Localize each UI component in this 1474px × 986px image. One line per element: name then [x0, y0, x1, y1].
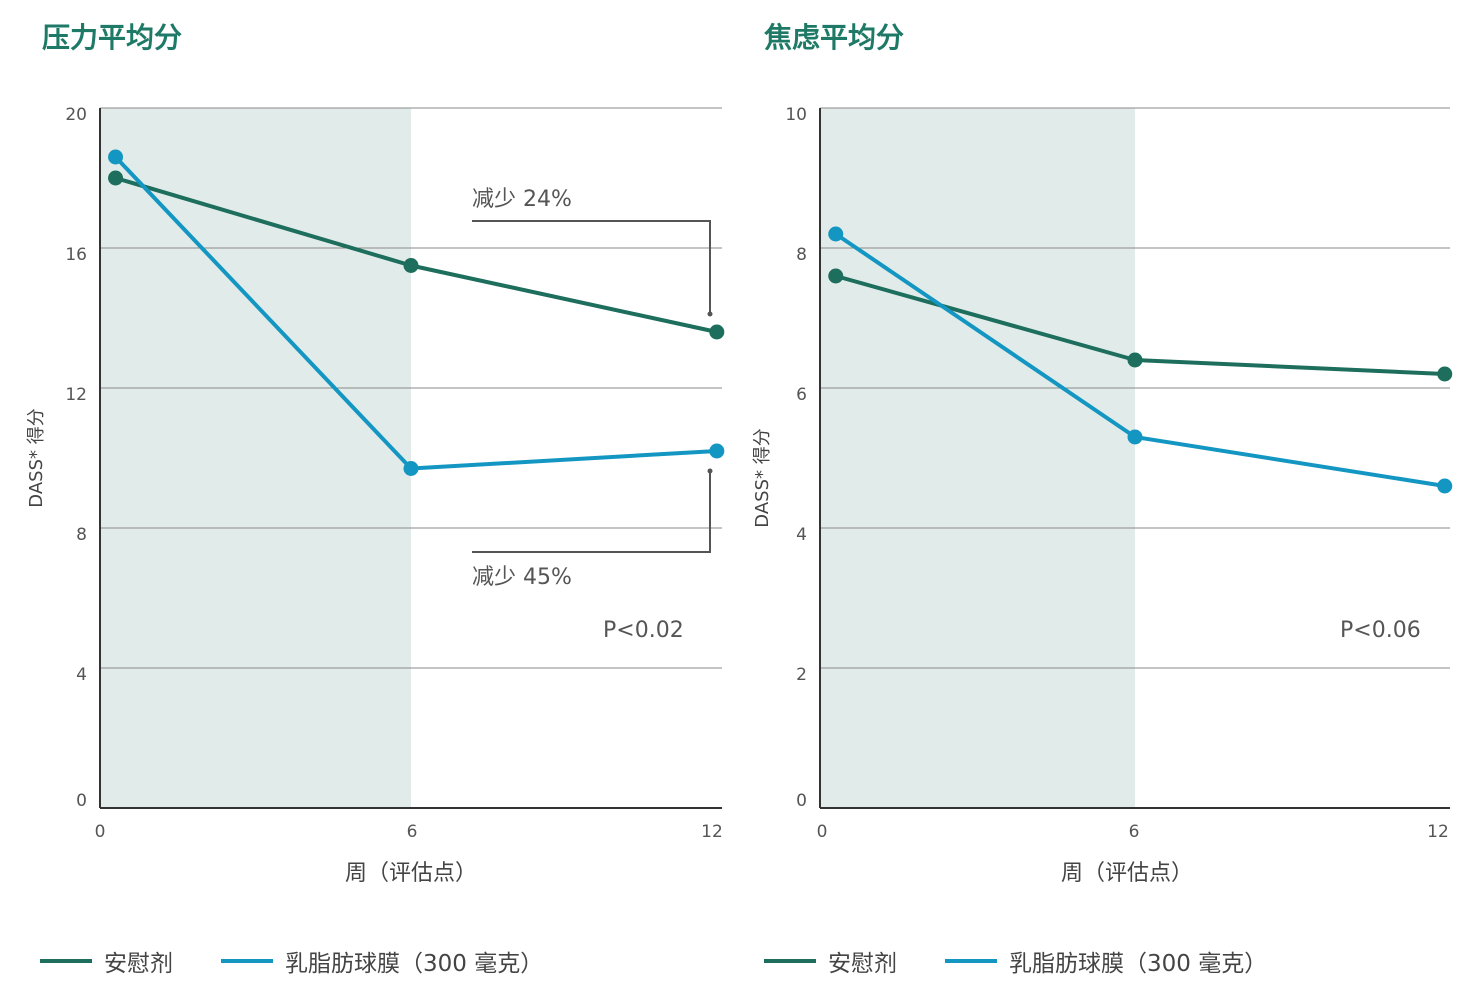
stress-bracket-end-dot — [707, 311, 713, 317]
anxiety-y-tick-label: 2 — [796, 665, 807, 685]
stress-y-tick-label: 16 — [65, 245, 87, 265]
legend-swatch-mfgm — [945, 959, 997, 963]
stress-x-tick-label: 12 — [701, 822, 723, 842]
stress-point-mfgm — [108, 149, 124, 165]
stress-point-mfgm — [403, 461, 419, 476]
legend-swatch-placebo — [764, 959, 816, 963]
anxiety-point-mfgm — [828, 226, 844, 242]
stress-p-value: P<0.02 — [603, 618, 684, 643]
stress-bracket-end-dot — [707, 468, 713, 474]
stress-x-axis-title: 周（评估点） — [345, 861, 477, 886]
anxiety-y-tick-label: 4 — [796, 525, 807, 545]
anxiety-legend: 安慰剂 乳脂肪球膜（300 毫克） — [764, 944, 1315, 978]
anxiety-x-axis-title: 周（评估点） — [1061, 861, 1193, 886]
legend-label-mfgm: 乳脂肪球膜（300 毫克） — [1009, 951, 1268, 977]
anxiety-point-placebo — [828, 268, 844, 284]
anxiety-point-mfgm — [1437, 478, 1453, 494]
stress-point-mfgm — [709, 443, 725, 459]
legend-swatch-mfgm — [221, 959, 273, 963]
anxiety-x-tick-label: 6 — [1129, 822, 1140, 842]
stress-point-placebo — [709, 324, 725, 340]
anxiety-y-tick-label: 6 — [796, 385, 807, 405]
anxiety-y-tick-label: 10 — [785, 105, 807, 125]
stress-y-tick-label: 12 — [65, 385, 87, 405]
anxiety-chart-title: 焦虑平均分 — [764, 21, 905, 54]
stress-x-tick-label: 6 — [407, 822, 418, 842]
stress-y-tick-label: 8 — [76, 525, 87, 545]
legend-item-mfgm: 乳脂肪球膜（300 毫克） — [945, 944, 1267, 978]
stress-reduction-label-placebo: 减少 24% — [472, 187, 572, 212]
legend-label-placebo: 安慰剂 — [104, 951, 173, 977]
stress-chart-title: 压力平均分 — [42, 21, 183, 54]
anxiety-p-value: P<0.06 — [1340, 618, 1421, 643]
stress-y-axis-title: DASS* 得分 — [26, 408, 47, 507]
legend-label-placebo: 安慰剂 — [828, 951, 897, 977]
stress-y-tick-label: 0 — [76, 791, 87, 811]
legend-label-mfgm: 乳脂肪球膜（300 毫克） — [285, 951, 544, 977]
legend-item-placebo: 安慰剂 — [40, 944, 173, 978]
stress-shaded-region — [100, 108, 411, 808]
legend-item-mfgm: 乳脂肪球膜（300 毫克） — [221, 944, 543, 978]
anxiety-point-placebo — [1127, 352, 1143, 368]
anxiety-x-tick-label: 12 — [1427, 822, 1449, 842]
anxiety-point-mfgm — [1127, 429, 1143, 445]
stress-y-tick-label: 20 — [65, 105, 87, 125]
stress-point-placebo — [108, 170, 124, 186]
anxiety-y-tick-label: 0 — [796, 791, 807, 811]
anxiety-point-placebo — [1437, 366, 1453, 382]
anxiety-shaded-region — [820, 108, 1135, 808]
stress-reduction-label-mfgm: 减少 45% — [472, 565, 572, 590]
stress-legend: 安慰剂 乳脂肪球膜（300 毫克） — [40, 944, 591, 978]
anxiety-y-tick-label: 8 — [796, 245, 807, 265]
stress-y-tick-label: 4 — [76, 665, 87, 685]
stress-reduction-bracket-mfgm — [472, 471, 711, 553]
legend-swatch-placebo — [40, 959, 92, 963]
stress-x-tick-label: 0 — [95, 822, 106, 842]
anxiety-y-axis-title: DASS* 得分 — [752, 428, 773, 527]
anxiety-x-tick-label: 0 — [817, 822, 828, 842]
legend-item-placebo: 安慰剂 — [764, 944, 897, 978]
stress-point-placebo — [403, 258, 419, 273]
stress-reduction-bracket-placebo — [472, 220, 711, 314]
